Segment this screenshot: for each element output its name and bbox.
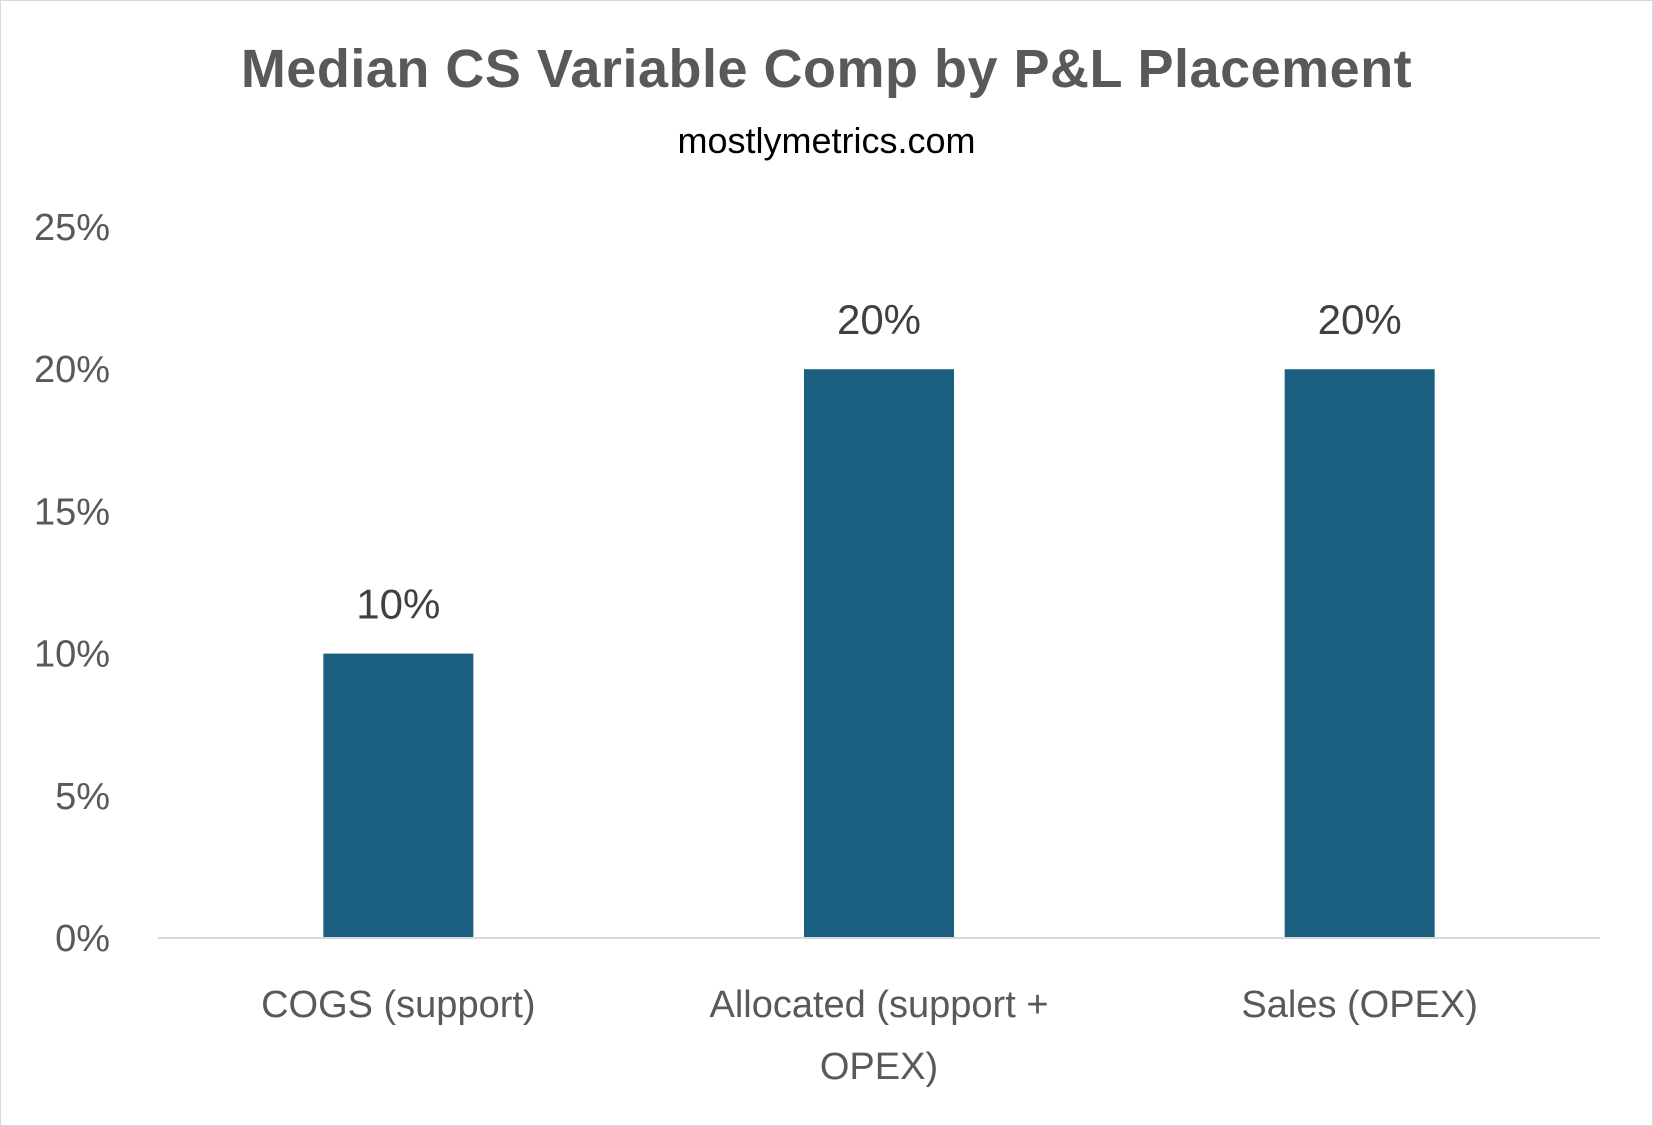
data-label: 10% [356, 581, 440, 628]
y-tick-label: 0% [55, 918, 110, 960]
y-tick-label: 20% [34, 349, 110, 391]
bar [323, 653, 474, 938]
x-category-label: Sales (OPEX) [1241, 984, 1478, 1026]
y-tick-label: 25% [34, 207, 110, 249]
x-category-label: OPEX) [820, 1046, 938, 1088]
data-label: 20% [1318, 296, 1402, 343]
data-label: 20% [837, 296, 921, 343]
x-category-label: COGS (support) [261, 984, 536, 1026]
bar [804, 369, 954, 938]
chart-title: Median CS Variable Comp by P&L Placement [240, 39, 1413, 99]
chart-subtitle: mostlymetrics.com [677, 120, 976, 161]
bar [1284, 369, 1435, 938]
y-tick-label: 10% [34, 634, 110, 676]
y-tick-label: 5% [55, 776, 110, 818]
y-tick-label: 15% [34, 491, 110, 533]
x-category-label: Allocated (support + [709, 984, 1048, 1026]
